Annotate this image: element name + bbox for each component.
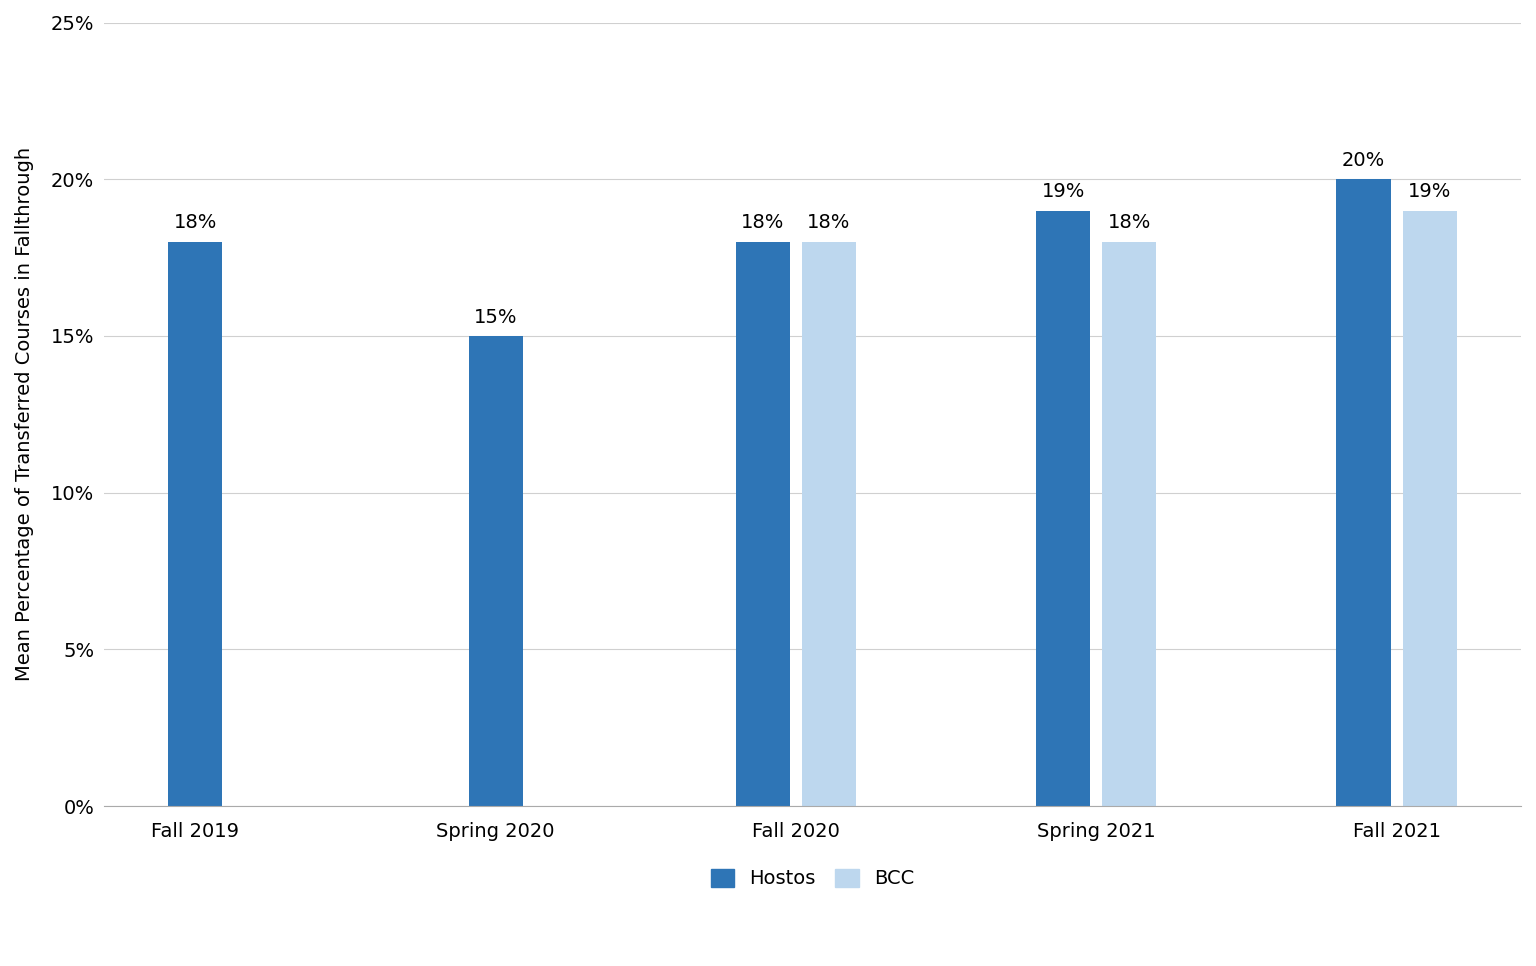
- Text: 20%: 20%: [1342, 151, 1385, 170]
- Bar: [1037, 211, 1091, 806]
- Text: 18%: 18%: [174, 213, 217, 233]
- Y-axis label: Mean Percentage of Transferred Courses in Fallthrough: Mean Percentage of Transferred Courses i…: [15, 147, 34, 681]
- Text: 19%: 19%: [1409, 183, 1452, 201]
- Text: 18%: 18%: [808, 213, 851, 233]
- Text: 18%: 18%: [742, 213, 785, 233]
- Bar: [1402, 211, 1456, 806]
- Bar: [1103, 242, 1157, 806]
- Bar: [468, 336, 522, 806]
- Bar: [736, 242, 790, 806]
- Text: 19%: 19%: [1041, 183, 1084, 201]
- Legend: Hostos, BCC: Hostos, BCC: [700, 860, 925, 898]
- Text: 18%: 18%: [1107, 213, 1150, 233]
- Bar: [802, 242, 856, 806]
- Text: 15%: 15%: [475, 307, 518, 327]
- Bar: [169, 242, 223, 806]
- Bar: [1336, 180, 1390, 806]
